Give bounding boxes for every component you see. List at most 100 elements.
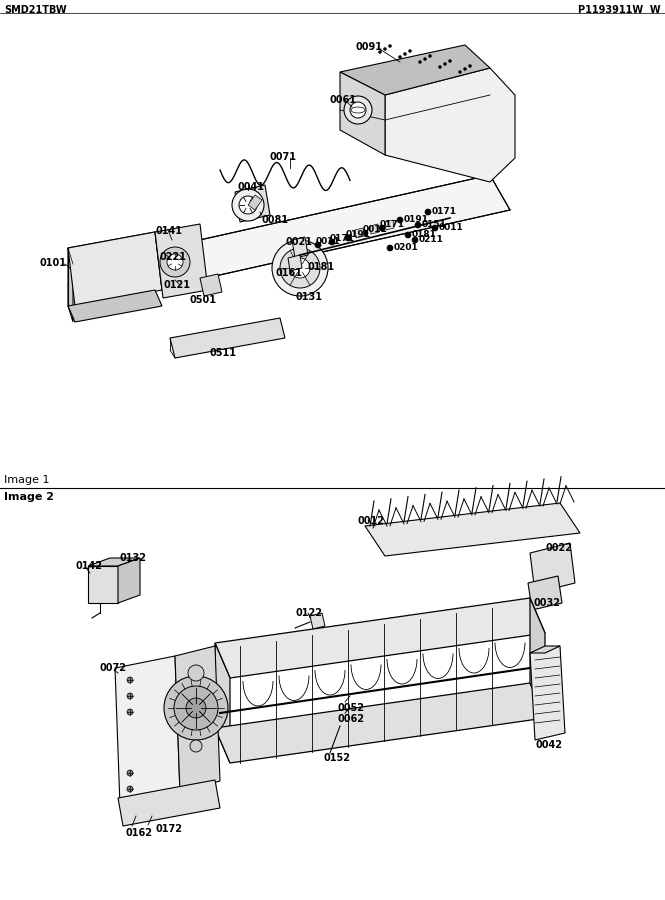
Polygon shape [118,780,220,826]
Polygon shape [175,646,220,793]
Text: 0121: 0121 [163,280,190,290]
Circle shape [272,240,328,296]
Circle shape [127,677,133,683]
Polygon shape [215,643,230,763]
Text: 0191: 0191 [404,215,429,224]
Text: 0061: 0061 [330,95,357,105]
Polygon shape [88,558,140,566]
Circle shape [127,786,133,792]
Text: 0062: 0062 [338,714,365,724]
Circle shape [174,686,218,730]
Polygon shape [155,224,208,298]
Polygon shape [528,576,562,610]
Circle shape [469,65,471,68]
Polygon shape [235,185,270,222]
Text: 0501: 0501 [190,295,217,305]
Circle shape [448,59,452,62]
Text: 0201: 0201 [394,243,419,252]
Circle shape [167,254,183,270]
Text: 0042: 0042 [535,740,562,750]
Text: Image 2: Image 2 [4,492,54,502]
Text: 0211: 0211 [419,235,444,244]
Polygon shape [355,228,364,238]
Text: 0011: 0011 [439,223,464,232]
Polygon shape [385,68,515,182]
Circle shape [438,66,442,68]
Text: 0171: 0171 [432,207,457,216]
Circle shape [408,50,412,52]
Text: 0101: 0101 [40,258,67,268]
Circle shape [388,44,392,48]
Text: 0152: 0152 [324,753,351,763]
Text: P1193911W  W: P1193911W W [579,5,661,15]
Circle shape [345,235,351,241]
Circle shape [160,247,190,277]
Circle shape [379,225,385,231]
Circle shape [458,70,462,74]
Circle shape [362,230,368,236]
Circle shape [186,698,206,718]
Polygon shape [530,598,545,718]
Circle shape [387,245,393,251]
Text: 0052: 0052 [338,703,365,713]
Text: 0022: 0022 [545,543,572,553]
Text: 0041: 0041 [238,182,265,192]
Circle shape [344,96,372,124]
Text: 0072: 0072 [100,663,127,673]
Circle shape [398,56,402,58]
Polygon shape [170,318,285,358]
Circle shape [280,248,320,288]
Text: 0032: 0032 [534,598,561,608]
Text: 0021: 0021 [285,237,312,247]
Text: 0151: 0151 [422,220,447,229]
Circle shape [188,665,204,681]
Text: 0181: 0181 [308,262,335,272]
Polygon shape [115,656,180,806]
Polygon shape [530,646,565,740]
Text: 0511: 0511 [210,348,237,358]
Text: 0011: 0011 [316,237,340,246]
Circle shape [425,209,431,215]
Polygon shape [340,72,385,155]
Circle shape [397,217,403,223]
Circle shape [232,189,264,221]
Text: 0091: 0091 [355,42,382,52]
Circle shape [290,258,310,278]
Circle shape [404,52,406,56]
Circle shape [444,62,446,66]
Polygon shape [385,220,394,230]
Circle shape [127,693,133,699]
Text: Image 1: Image 1 [4,475,49,485]
Circle shape [432,225,438,231]
Text: 0171: 0171 [380,220,405,229]
Polygon shape [530,543,575,593]
Circle shape [127,709,133,715]
Text: 0011: 0011 [363,225,388,234]
Text: 0071: 0071 [270,152,297,162]
Circle shape [428,55,432,58]
Circle shape [329,239,335,245]
Text: 0191: 0191 [346,230,371,239]
Polygon shape [155,175,510,285]
Circle shape [315,242,321,248]
Text: 0181: 0181 [412,230,437,239]
Polygon shape [340,45,490,95]
Text: 0122: 0122 [295,608,322,618]
Text: 0172: 0172 [155,824,182,834]
Text: 0161: 0161 [275,268,302,278]
Circle shape [127,770,133,776]
Circle shape [415,222,421,228]
Circle shape [405,232,411,238]
Text: 0142: 0142 [76,561,103,571]
Polygon shape [68,232,160,264]
Polygon shape [215,683,545,763]
Polygon shape [88,566,118,603]
Polygon shape [530,646,560,653]
Text: 0081: 0081 [262,215,289,225]
Circle shape [190,740,202,752]
Circle shape [384,48,386,50]
Polygon shape [68,248,73,322]
Polygon shape [365,503,580,556]
Polygon shape [370,224,379,234]
Text: 0221: 0221 [160,252,187,262]
